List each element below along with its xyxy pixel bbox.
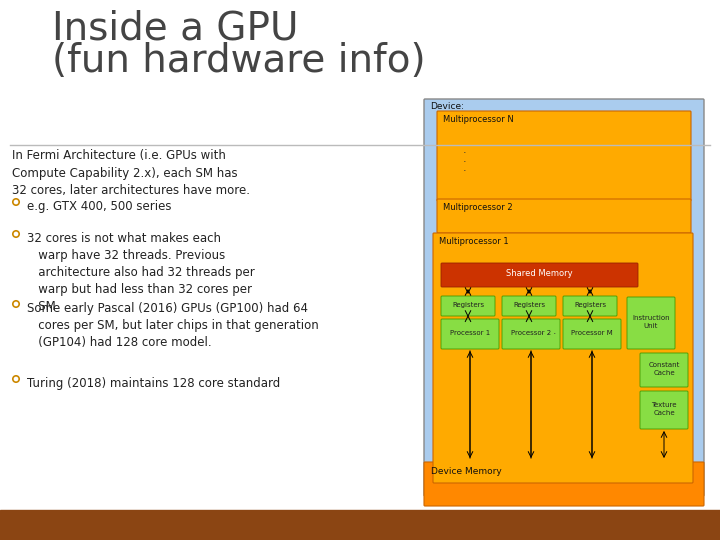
- Text: Multiprocessor 1: Multiprocessor 1: [439, 237, 508, 246]
- Text: Registers: Registers: [574, 302, 606, 308]
- Text: Processor M: Processor M: [571, 330, 613, 336]
- FancyBboxPatch shape: [502, 296, 556, 316]
- Text: (fun hardware info): (fun hardware info): [52, 42, 426, 80]
- Text: Constant
Cache: Constant Cache: [648, 362, 680, 376]
- Text: Multiprocessor 2: Multiprocessor 2: [443, 203, 513, 212]
- Text: Registers: Registers: [513, 302, 545, 308]
- FancyBboxPatch shape: [441, 263, 638, 287]
- FancyBboxPatch shape: [627, 297, 675, 349]
- FancyBboxPatch shape: [640, 353, 688, 387]
- Text: ·
·
·: · · ·: [463, 148, 467, 177]
- FancyBboxPatch shape: [502, 319, 560, 349]
- Text: Device Memory: Device Memory: [431, 467, 502, 476]
- Text: Texture
Cache: Texture Cache: [652, 402, 677, 416]
- Text: Instruction
Unit: Instruction Unit: [632, 315, 670, 329]
- Text: Registers: Registers: [452, 302, 484, 308]
- Text: Some early Pascal (2016) GPUs (GP100) had 64
   cores per SM, but later chips in: Some early Pascal (2016) GPUs (GP100) ha…: [27, 302, 319, 349]
- Bar: [0, 510, 720, 540]
- FancyBboxPatch shape: [424, 462, 704, 506]
- Text: Processor 1: Processor 1: [450, 330, 490, 336]
- Text: Multiprocessor N: Multiprocessor N: [443, 115, 514, 124]
- FancyBboxPatch shape: [563, 296, 617, 316]
- Text: Inside a GPU: Inside a GPU: [52, 10, 299, 48]
- Text: e.g. GTX 400, 500 series: e.g. GTX 400, 500 series: [27, 200, 171, 213]
- FancyBboxPatch shape: [563, 319, 621, 349]
- FancyBboxPatch shape: [437, 111, 691, 201]
- Text: Device:: Device:: [430, 102, 464, 111]
- FancyBboxPatch shape: [441, 296, 495, 316]
- Text: 32 cores is not what makes each
   warp have 32 threads. Previous
   architectur: 32 cores is not what makes each warp hav…: [27, 232, 255, 313]
- Text: Turing (2018) maintains 128 core standard: Turing (2018) maintains 128 core standar…: [27, 377, 280, 390]
- FancyBboxPatch shape: [424, 99, 704, 496]
- FancyBboxPatch shape: [640, 391, 688, 429]
- Text: In Fermi Architecture (i.e. GPUs with
Compute Capability 2.x), each SM has
32 co: In Fermi Architecture (i.e. GPUs with Co…: [12, 149, 250, 197]
- FancyBboxPatch shape: [441, 319, 499, 349]
- FancyBboxPatch shape: [437, 199, 691, 233]
- Text: · · ·: · · ·: [541, 329, 557, 339]
- Text: Shared Memory: Shared Memory: [505, 269, 572, 279]
- FancyBboxPatch shape: [433, 233, 693, 483]
- Text: Processor 2: Processor 2: [511, 330, 551, 336]
